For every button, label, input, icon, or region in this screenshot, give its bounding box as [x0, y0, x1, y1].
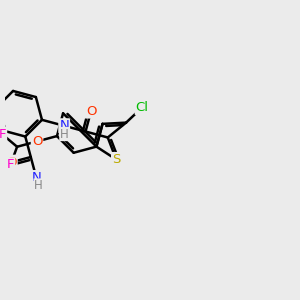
Text: N: N [59, 119, 69, 132]
Text: O: O [6, 156, 17, 169]
Text: H: H [34, 179, 43, 192]
Text: F: F [0, 128, 6, 141]
Text: O: O [32, 135, 42, 148]
Text: O: O [86, 104, 96, 118]
Text: N: N [32, 171, 41, 184]
Text: H: H [60, 128, 69, 141]
Text: S: S [112, 153, 120, 166]
Text: F: F [7, 158, 14, 171]
Text: Cl: Cl [136, 101, 149, 114]
